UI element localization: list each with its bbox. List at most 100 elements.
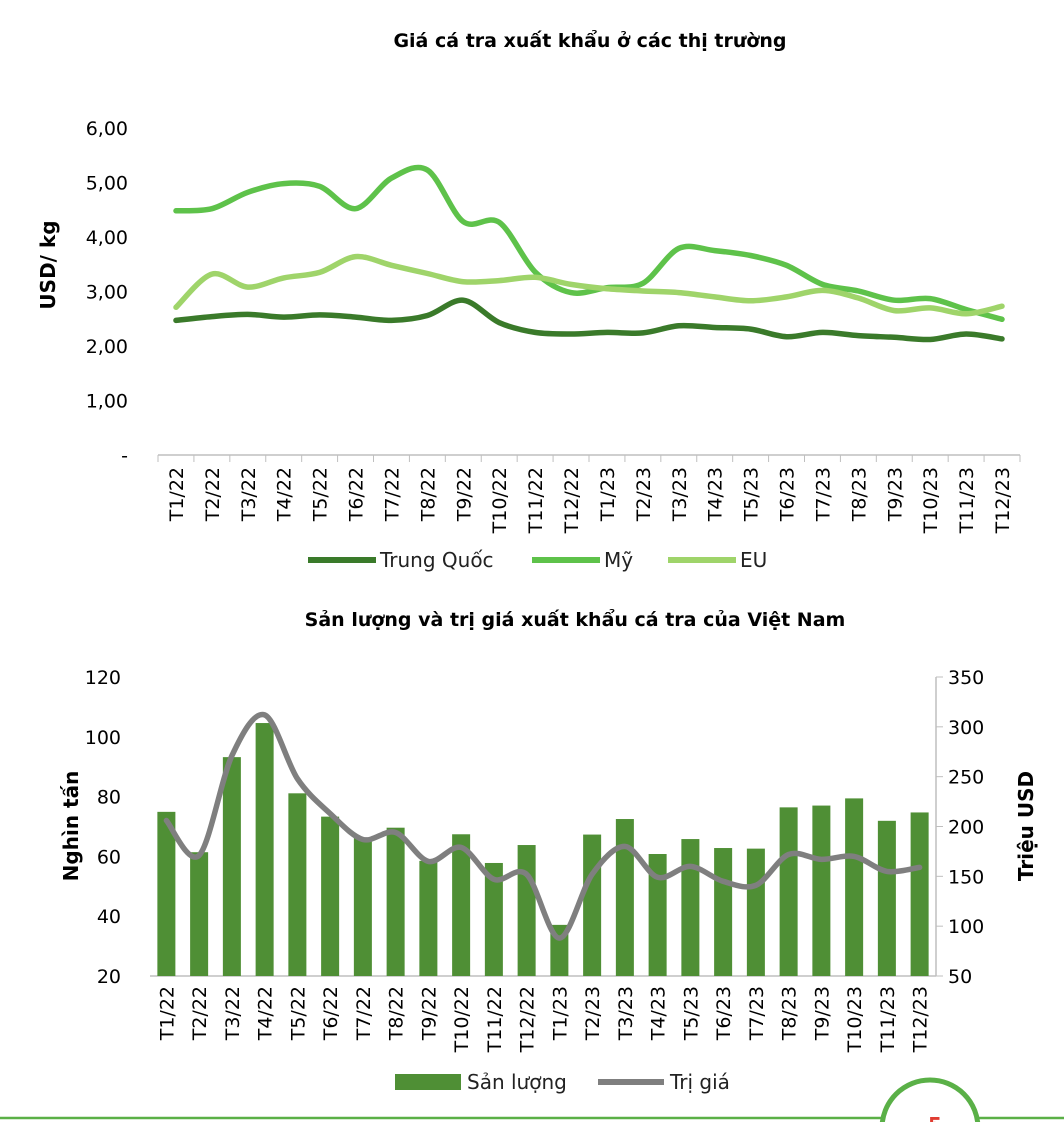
export-x-tick-label: T1/22 xyxy=(156,986,178,1041)
volume-y-tick-label: 40 xyxy=(97,906,121,928)
export-x-tick-label: T7/22 xyxy=(353,986,375,1041)
value-y2-tick-label: 150 xyxy=(948,866,984,888)
value-y2-tick-label: 50 xyxy=(948,966,972,988)
export-chart: Sản lượng và trị giá xuất khẩu cá tra củ… xyxy=(59,608,1038,1094)
export-x-tick-label: T1/23 xyxy=(549,986,571,1041)
volume-bar xyxy=(910,812,929,976)
price-x-tick-label: T3/22 xyxy=(238,467,260,522)
value-y2-tick-label: 300 xyxy=(948,717,984,739)
export-x-tick-label: T11/23 xyxy=(877,986,899,1053)
volume-bar xyxy=(452,834,471,976)
price-x-tick-label: T1/22 xyxy=(166,467,188,522)
export-x-tick-label: T8/23 xyxy=(779,986,801,1041)
price-x-tick-label: T8/22 xyxy=(417,467,439,522)
value-y2-tick-label: 200 xyxy=(948,817,984,839)
volume-bar xyxy=(583,834,602,976)
volume-bar xyxy=(714,848,733,976)
price-x-tick-label: T2/23 xyxy=(633,467,655,522)
price-y-tick-label: 5,00 xyxy=(86,173,128,195)
export-x-tick-label: T6/23 xyxy=(713,986,735,1041)
price-x-tick-label: T6/22 xyxy=(346,467,368,522)
volume-y-tick-label: 120 xyxy=(85,667,121,689)
price-x-tick-label: T1/23 xyxy=(597,467,619,522)
price-x-tick-label: T8/23 xyxy=(848,467,870,522)
price-legend-label: Trung Quốc xyxy=(379,548,494,572)
volume-bar xyxy=(779,807,798,976)
price-chart-title: Giá cá tra xuất khẩu ở các thị trường xyxy=(393,29,786,52)
price-x-tick-label: T4/22 xyxy=(274,467,296,522)
volume-bar xyxy=(648,854,667,976)
value-y2-tick-label: 250 xyxy=(948,767,984,789)
volume-bar xyxy=(157,811,176,976)
price-y-tick-label: 6,00 xyxy=(86,118,128,140)
export-x-tick-label: T2/23 xyxy=(582,986,604,1041)
volume-y-tick-label: 60 xyxy=(97,846,121,868)
price-x-tick-label: T10/22 xyxy=(489,467,511,534)
price-legend-label: EU xyxy=(740,548,767,572)
export-x-tick-label: T5/23 xyxy=(680,986,702,1041)
export-x-tick-label: T3/23 xyxy=(615,986,637,1041)
export-chart-title: Sản lượng và trị giá xuất khẩu cá tra củ… xyxy=(305,608,846,631)
volume-bar xyxy=(746,848,765,976)
volume-bar xyxy=(353,837,372,976)
price-series-line-my xyxy=(173,164,1005,323)
export-x-tick-label: T12/22 xyxy=(517,986,539,1053)
export-x-tick-label: T11/22 xyxy=(484,986,506,1053)
volume-y-tick-label: 100 xyxy=(85,727,121,749)
price-x-tick-label: T7/23 xyxy=(812,467,834,522)
volume-bar xyxy=(419,860,438,976)
volume-y-tick-label: 20 xyxy=(97,966,121,988)
price-y-tick-label: 3,00 xyxy=(86,282,128,304)
volume-bar xyxy=(615,819,634,976)
export-x-tick-label: T2/22 xyxy=(189,986,211,1041)
price-series-line-eu xyxy=(173,253,1005,317)
price-chart-y-axis-title: USD/ kg xyxy=(36,220,60,309)
export-x-tick-label: T10/22 xyxy=(451,986,473,1053)
price-y-tick-label: 2,00 xyxy=(86,336,128,358)
value-y2-tick-label: 100 xyxy=(948,916,984,938)
export-x-tick-label: T4/23 xyxy=(648,986,670,1041)
page-number: 5 xyxy=(928,1113,942,1122)
export-chart-y2-axis-title: Triệu USD xyxy=(1014,771,1038,881)
price-x-tick-label: T6/23 xyxy=(777,467,799,522)
price-y-tick-label: - xyxy=(121,445,128,467)
value-legend-label: Trị giá xyxy=(669,1070,730,1094)
volume-bar xyxy=(484,862,503,976)
price-x-tick-label: T9/22 xyxy=(453,467,475,522)
volume-bar xyxy=(190,852,209,976)
export-x-tick-label: T6/22 xyxy=(320,986,342,1041)
price-x-tick-label: T5/22 xyxy=(310,467,332,522)
price-legend-label: Mỹ xyxy=(604,548,633,572)
volume-bar xyxy=(812,805,831,976)
price-y-tick-label: 4,00 xyxy=(86,227,128,249)
price-x-tick-label: T9/23 xyxy=(884,467,906,522)
export-x-tick-label: T8/22 xyxy=(386,986,408,1041)
volume-bar xyxy=(386,827,405,976)
export-x-tick-label: T4/22 xyxy=(255,986,277,1041)
value-series-line xyxy=(163,711,923,941)
volume-y-tick-label: 80 xyxy=(97,787,121,809)
price-x-tick-label: T11/23 xyxy=(956,467,978,534)
volume-legend-label: Sản lượng xyxy=(467,1070,567,1094)
export-x-tick-label: T7/23 xyxy=(746,986,768,1041)
volume-bar xyxy=(255,723,274,976)
volume-bar xyxy=(877,820,896,976)
price-chart: Giá cá tra xuất khẩu ở các thị trường US… xyxy=(36,29,1021,572)
export-chart-y-axis-title: Nghìn tấn xyxy=(59,771,83,882)
price-x-tick-label: T2/22 xyxy=(202,467,224,522)
volume-bar xyxy=(681,839,700,976)
value-y2-tick-label: 350 xyxy=(948,667,984,689)
volume-legend-swatch xyxy=(395,1074,461,1090)
export-x-tick-label: T12/23 xyxy=(910,986,932,1053)
volume-bar xyxy=(517,845,536,976)
volume-bar xyxy=(222,757,241,976)
export-x-tick-label: T9/22 xyxy=(418,986,440,1041)
export-x-tick-label: T9/23 xyxy=(811,986,833,1041)
page-number-circle xyxy=(879,1077,981,1122)
price-x-tick-label: T12/22 xyxy=(561,467,583,534)
price-x-tick-label: T7/22 xyxy=(381,467,403,522)
price-x-tick-label: T4/23 xyxy=(705,467,727,522)
volume-bar xyxy=(288,793,307,976)
volume-bar xyxy=(321,816,340,976)
